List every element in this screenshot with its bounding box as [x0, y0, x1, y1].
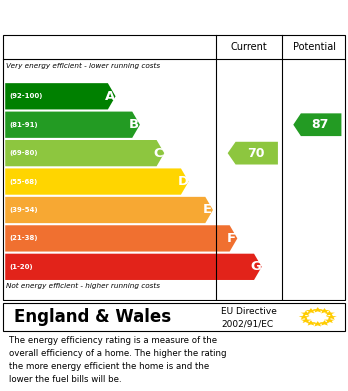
- Polygon shape: [324, 310, 335, 316]
- Text: England & Wales: England & Wales: [14, 308, 171, 326]
- Polygon shape: [5, 169, 189, 195]
- Text: 87: 87: [311, 118, 329, 131]
- Text: 70: 70: [247, 147, 264, 160]
- Text: (55-68): (55-68): [9, 179, 38, 185]
- Polygon shape: [312, 321, 323, 326]
- Text: (39-54): (39-54): [9, 207, 38, 213]
- Text: (69-80): (69-80): [9, 150, 38, 156]
- Polygon shape: [5, 83, 116, 109]
- Text: Not energy efficient - higher running costs: Not energy efficient - higher running co…: [6, 283, 160, 289]
- Text: B: B: [129, 118, 139, 131]
- Text: (92-100): (92-100): [9, 93, 43, 99]
- Text: C: C: [154, 147, 163, 160]
- Text: A: A: [105, 90, 115, 103]
- Polygon shape: [324, 317, 335, 323]
- Polygon shape: [319, 320, 330, 326]
- Text: (1-20): (1-20): [9, 264, 33, 270]
- Text: (21-38): (21-38): [9, 235, 38, 241]
- Text: Very energy efficient - lower running costs: Very energy efficient - lower running co…: [6, 63, 160, 69]
- Text: G: G: [251, 260, 261, 273]
- Polygon shape: [5, 225, 237, 251]
- Text: Current: Current: [230, 42, 267, 52]
- Text: (81-91): (81-91): [9, 122, 38, 128]
- Polygon shape: [306, 320, 316, 326]
- Text: EU Directive: EU Directive: [221, 307, 277, 316]
- Text: Energy Efficiency Rating: Energy Efficiency Rating: [9, 10, 219, 25]
- Polygon shape: [301, 317, 311, 323]
- Polygon shape: [293, 113, 341, 136]
- Text: The energy efficiency rating is a measure of the
overall efficiency of a home. T: The energy efficiency rating is a measur…: [9, 336, 226, 384]
- Polygon shape: [5, 254, 262, 280]
- Polygon shape: [326, 314, 337, 319]
- Polygon shape: [5, 197, 213, 223]
- Polygon shape: [312, 307, 323, 312]
- Polygon shape: [319, 308, 330, 314]
- Polygon shape: [5, 111, 140, 138]
- Polygon shape: [306, 308, 316, 314]
- Text: Potential: Potential: [293, 42, 337, 52]
- Text: F: F: [227, 232, 236, 245]
- Polygon shape: [299, 314, 310, 319]
- Polygon shape: [5, 140, 164, 166]
- Polygon shape: [301, 310, 311, 316]
- Text: D: D: [177, 175, 188, 188]
- Polygon shape: [228, 142, 278, 165]
- Bar: [3, 303, 345, 331]
- Text: 2002/91/EC: 2002/91/EC: [221, 319, 273, 328]
- Text: E: E: [203, 203, 212, 217]
